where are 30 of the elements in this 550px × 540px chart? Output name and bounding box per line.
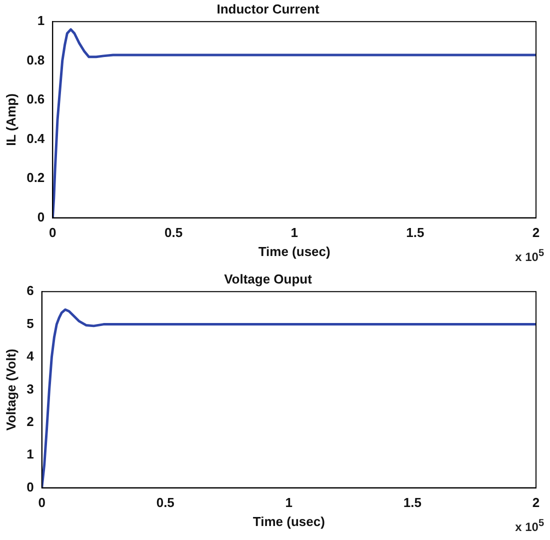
y-tick-label: 3 bbox=[26, 381, 34, 396]
chart-title: Voltage Ouput bbox=[224, 271, 313, 286]
y-tick-label: 6 bbox=[26, 283, 34, 298]
y-tick-label: 0.4 bbox=[26, 130, 46, 146]
y-tick-label: 0.2 bbox=[26, 170, 45, 186]
x-tick-label: 1 bbox=[290, 225, 298, 240]
x-tick-label: 1 bbox=[285, 495, 293, 510]
y-tick-label: 1 bbox=[26, 446, 34, 462]
y-tick-label: 0.6 bbox=[26, 92, 45, 107]
y-tick-label: 0.8 bbox=[26, 52, 45, 68]
x-tick-label: 0 bbox=[49, 225, 56, 240]
y-tick-label: 0 bbox=[26, 479, 34, 494]
x-tick-label: 1.5 bbox=[403, 495, 422, 510]
x-axis-title: Time (usec) bbox=[258, 244, 330, 259]
y-tick-label: 2 bbox=[26, 414, 34, 429]
y-tick-label: 1 bbox=[37, 13, 45, 28]
x-axis-title: Time (usec) bbox=[252, 514, 325, 529]
x-tick-label: 1.5 bbox=[406, 225, 424, 240]
y-tick-label: 4 bbox=[26, 348, 35, 364]
x-tick-label: 0.5 bbox=[156, 495, 174, 510]
y-tick-label: 0 bbox=[37, 209, 45, 224]
y-axis-title: IL (Amp) bbox=[3, 93, 18, 146]
x-tick-label: 2 bbox=[532, 495, 540, 510]
chart-title: Inductor Current bbox=[216, 1, 320, 16]
text: x 10$^{5}$ bbox=[515, 248, 544, 264]
x-tick-label: 0.5 bbox=[164, 225, 183, 240]
y-axis-title: Voltage (Volt) bbox=[3, 348, 18, 431]
x-tick-label: 2 bbox=[532, 225, 540, 240]
text: x 10$^{5}$ bbox=[515, 518, 544, 534]
y-tick-label: 5 bbox=[26, 316, 34, 331]
